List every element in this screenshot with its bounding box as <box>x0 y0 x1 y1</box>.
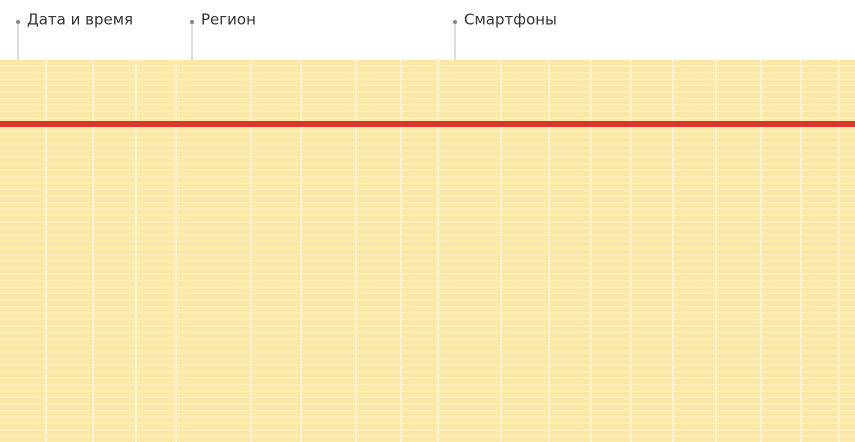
column-line <box>250 60 252 442</box>
column-label: Регион <box>201 11 256 29</box>
column-line <box>590 60 592 442</box>
leader-dot <box>16 20 20 24</box>
column-line <box>437 60 439 442</box>
column-line <box>800 60 802 442</box>
column-line <box>300 60 302 442</box>
leader-dot <box>453 20 457 24</box>
column-line <box>715 60 717 442</box>
column-line <box>548 60 550 442</box>
column-label: Смартфоны <box>464 11 557 29</box>
column-line <box>92 60 94 442</box>
leader-dot <box>190 20 194 24</box>
table-body <box>0 60 855 442</box>
column-line <box>500 60 502 442</box>
column-line <box>672 60 674 442</box>
column-lines <box>45 60 840 442</box>
column-line <box>838 60 840 442</box>
column-line <box>355 60 357 442</box>
column-label: Дата и время <box>27 11 133 29</box>
highlight-row <box>0 121 855 127</box>
column-line <box>630 60 632 442</box>
column-line <box>400 60 402 442</box>
column-line <box>135 60 137 442</box>
column-labels: Дата и время Регион Смартфоны <box>16 11 557 60</box>
column-line <box>760 60 762 442</box>
column-line <box>45 60 47 442</box>
column-line <box>175 60 177 442</box>
